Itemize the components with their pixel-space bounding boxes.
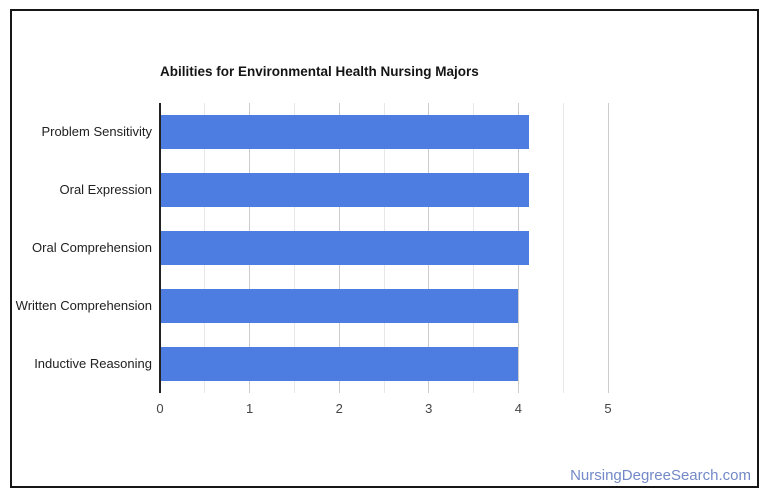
watermark: NursingDegreeSearch.com bbox=[570, 467, 751, 484]
category-label-oral-expression: Oral Expression bbox=[59, 182, 152, 197]
bar-written-comprehension bbox=[160, 289, 519, 323]
bar-problem-sensitivity bbox=[160, 115, 530, 149]
category-label-oral-comprehension: Oral Comprehension bbox=[32, 240, 152, 255]
category-label-inductive-reasoning: Inductive Reasoning bbox=[34, 356, 152, 371]
x-tick-label-1: 1 bbox=[245, 401, 254, 416]
bar-inductive-reasoning bbox=[160, 347, 519, 381]
minor-gridline bbox=[562, 103, 564, 393]
major-gridline bbox=[607, 103, 609, 393]
chart-area: Abilities for Environmental Health Nursi… bbox=[12, 11, 757, 486]
x-tick-label-2: 2 bbox=[335, 401, 343, 416]
x-tick-label-0: 0 bbox=[156, 401, 164, 416]
bar-oral-expression bbox=[160, 173, 530, 207]
x-tick-label-3: 3 bbox=[425, 401, 433, 416]
x-tick-label-4: 4 bbox=[514, 401, 522, 416]
y-axis-line bbox=[159, 103, 161, 393]
x-tick-label-5: 5 bbox=[604, 401, 612, 416]
chart-title: Abilities for Environmental Health Nursi… bbox=[160, 64, 479, 79]
bar-oral-comprehension bbox=[160, 231, 530, 265]
category-label-problem-sensitivity: Problem Sensitivity bbox=[41, 124, 152, 139]
category-label-written-comprehension: Written Comprehension bbox=[15, 298, 152, 313]
chart-frame: Abilities for Environmental Health Nursi… bbox=[10, 9, 759, 488]
